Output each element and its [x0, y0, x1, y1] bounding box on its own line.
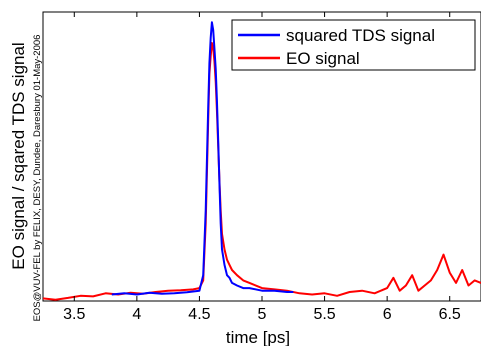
series-line-eo-signal — [43, 42, 481, 301]
x-tick-label: 4 — [132, 306, 141, 323]
x-tick-label: 5.5 — [313, 306, 335, 323]
legend-label-squared-tds: squared TDS signal — [286, 26, 435, 45]
series-line-squared-tds-signal — [111, 21, 294, 296]
x-tick-label: 6 — [383, 306, 392, 323]
legend: squared TDS signal EO signal — [231, 19, 476, 71]
x-tick-label: 4.5 — [188, 306, 210, 323]
watermark-text: EOS@VUV-FEL by FELIX, DESY, Dundee, Dare… — [32, 35, 43, 322]
x-tick-label: 3.5 — [63, 306, 85, 323]
series-layer — [43, 21, 481, 301]
x-axis-label: time [ps] — [226, 328, 290, 346]
legend-box — [231, 19, 476, 71]
legend-label-eo-signal: EO signal — [286, 49, 360, 68]
x-tick-label: 5 — [258, 306, 267, 323]
y-axis-label: EO signal / sqared TDS signal — [9, 42, 28, 269]
x-axis-ticks: 3.5 4 4.5 5 5.5 6 6.5 — [63, 12, 461, 323]
x-tick-label: 6.5 — [439, 306, 461, 323]
